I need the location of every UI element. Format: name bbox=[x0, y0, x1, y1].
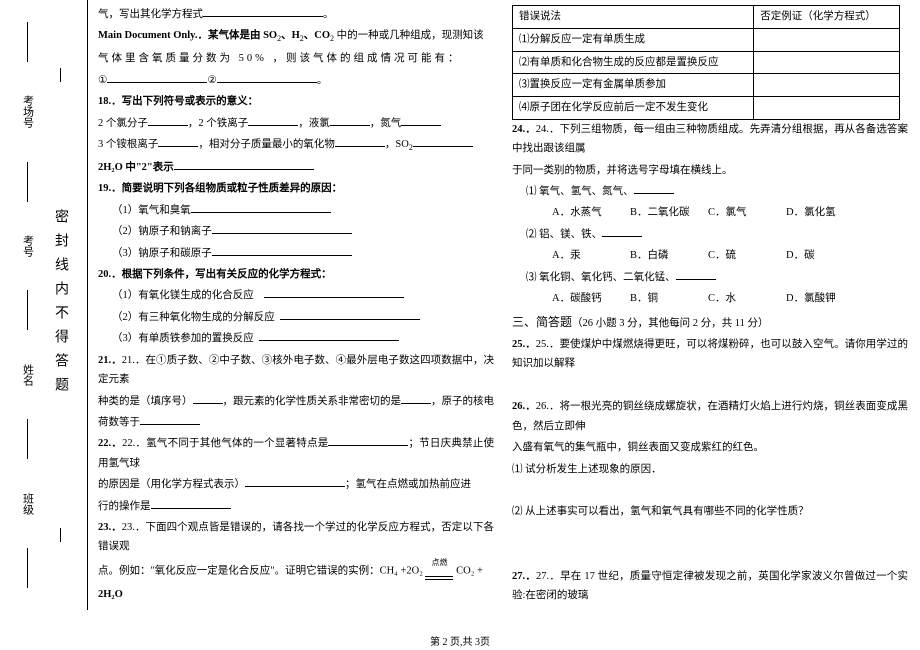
exam-content: 气，写出其化学方程式。 Main Document Only.．某气体是由 SO… bbox=[98, 5, 908, 615]
margin-line bbox=[27, 22, 28, 62]
tr4-c2 bbox=[754, 97, 900, 120]
q24-a: 24.．24.．下列三组物质，每一组由三种物质组成。先弄清分组根据，再从各备选答… bbox=[512, 120, 908, 159]
q26-a: 26.．26.．将一根光亮的铜丝绕成螺旋状，在酒精灯火焰上进行灼烧，铜丝表面变成… bbox=[512, 397, 908, 436]
q23-a: 23.．23.．下面四个观点皆是错误的，请各找一个学过的化学反应方程式，否定以下… bbox=[98, 518, 494, 557]
tr1-c1: ⑴分解反应一定有单质生成 bbox=[513, 28, 754, 51]
q24-g3-opts: A．碳酸钙B．铜C．水D．氯酸钾 bbox=[512, 289, 908, 308]
q22-b: 的原因是（用化学方程式表示）；氢气在点燃或加热前应进 bbox=[98, 475, 494, 494]
q26-2: ⑵ 从上述事实可以看出，氢气和氧气具有哪些不同的化学性质？ bbox=[512, 502, 908, 521]
q19-3: （3）钠原子和碳原子 bbox=[98, 244, 494, 263]
label-exam-room: 考场号 bbox=[20, 95, 36, 128]
q21-a: 21.．21.．在①质子数、②中子数、③核外电子数、④最外层电子数这四项数据中，… bbox=[98, 351, 494, 390]
th-wrong: 错误说法 bbox=[513, 6, 754, 29]
q20-stem: 20.．根据下列条件，写出有关反应的化学方程式： bbox=[98, 265, 494, 284]
label-class: 班级 bbox=[20, 493, 36, 515]
section-3-head: 三、简答题（26 小题 3 分，其他每问 2 分，共 11 分） bbox=[512, 311, 908, 333]
blank-line bbox=[512, 545, 908, 564]
q26-1: ⑴ 试分析发生上述现象的原因． bbox=[512, 460, 908, 479]
tr1-c2 bbox=[754, 28, 900, 51]
margin-line bbox=[27, 548, 28, 588]
text-line: 气体里含氧质量分数为 50% ，则该气体的组成情况可能有： bbox=[98, 49, 494, 68]
q22-a: 22.．22.．氢气不同于其他气体的一个显著特点是；节日庆典禁止使用氢气球 bbox=[98, 434, 494, 473]
q24-g1: ⑴ 氧气、氢气、氮气、 bbox=[512, 182, 908, 201]
q19-2: （2）钠原子和钠离子 bbox=[98, 222, 494, 241]
q24-g3: ⑶ 氧化铜、氧化钙、二氧化锰、 bbox=[512, 268, 908, 287]
text-line: 气，写出其化学方程式。 bbox=[98, 5, 494, 24]
tr3-c1: ⑶置换反应一定有金属单质参加 bbox=[513, 74, 754, 97]
tr4-c1: ⑷原子团在化学反应前后一定不发生变化 bbox=[513, 97, 754, 120]
q27-a: 27.．27.．早在 17 世纪，质量守恒定律被发现之前，英国化学家波义尔曾做过… bbox=[512, 567, 908, 606]
q24-g2-opts: A．汞B．白磷C．硫D．碳 bbox=[512, 246, 908, 265]
blank-line bbox=[512, 524, 908, 543]
q19-1: （1）氧气和臭氧 bbox=[98, 201, 494, 220]
q18-line-b: 3 个铵根离子，相对分子质量最小的氧化物，SO2 bbox=[98, 135, 494, 156]
q26-b: 入盛有氧气的集气瓶中，铜丝表面又变成紫红的红色。 bbox=[512, 438, 908, 457]
margin-line bbox=[27, 290, 28, 330]
q20-2: （2）有三种氧化物生成的分解反应 bbox=[98, 308, 494, 327]
q23-table: 错误说法否定例证（化学方程式） ⑴分解反应一定有单质生成 ⑵有单质和化合物生成的… bbox=[512, 5, 900, 120]
q23-d: 2H₂O bbox=[98, 585, 494, 604]
q18-line-c: 2H₂O 中"2"表示 bbox=[98, 158, 494, 177]
label-name: 姓名 bbox=[20, 364, 36, 386]
student-info-labels: 考场号 考号 姓名 班级 bbox=[10, 5, 45, 605]
blank-line bbox=[512, 481, 908, 500]
q18-stem: 18.．写出下列符号或表示的意义： bbox=[98, 92, 494, 111]
q20-1: （1）有氧化镁生成的化合反应 bbox=[98, 286, 494, 305]
seal-tick bbox=[60, 528, 61, 542]
q24-g1-opts: A．水蒸气B．二氧化碳C．氯气D．氯化氢 bbox=[512, 203, 908, 222]
q24-g2: ⑵ 铝、镁、铁、 bbox=[512, 225, 908, 244]
q20-3: （3）有单质铁参加的置换反应 bbox=[98, 329, 494, 348]
tr2-c2 bbox=[754, 51, 900, 74]
tr3-c2 bbox=[754, 74, 900, 97]
q21-b: 种类的是（填序号），跟元素的化学性质关系非常密切的是，原子的核电 bbox=[98, 392, 494, 411]
q24-b: 于同一类别的物质，并将选号字母填在横线上。 bbox=[512, 161, 908, 180]
q19-stem: 19.．简要说明下列各组物质或粒子性质差异的原因： bbox=[98, 179, 494, 198]
blank-line bbox=[512, 376, 908, 395]
margin-line bbox=[27, 162, 28, 202]
q25: 25.．25.．要使煤炉中煤燃烧得更旺，可以将煤粉碎，也可以鼓入空气。请你用学过… bbox=[512, 335, 908, 374]
seal-warning: 密封线内不得答题 bbox=[50, 209, 70, 401]
margin-line bbox=[27, 419, 28, 459]
q23-b: 点。例如："氧化反应一定是化合反应"。证明它错误的实例：CH₄ +2O₂ 点燃 … bbox=[98, 559, 494, 584]
q18-line-a: 2 个氯分子，2 个铁离子，液氯，氮气 bbox=[98, 114, 494, 133]
seal-tick bbox=[60, 68, 61, 82]
q22-c: 行的操作是 bbox=[98, 497, 494, 516]
text-line: ①②。 bbox=[98, 71, 494, 90]
margin-divider bbox=[87, 0, 88, 610]
th-proof: 否定例证（化学方程式） bbox=[754, 6, 900, 29]
seal-line-text: 密封线内不得答题 bbox=[45, 5, 75, 605]
q21-c: 荷数等于 bbox=[98, 413, 494, 432]
page-footer: 第 2 页,共 3页 bbox=[0, 633, 920, 648]
tr2-c1: ⑵有单质和化合物生成的反应都是置换反应 bbox=[513, 51, 754, 74]
text-line: Main Document Only.．某气体是由 SO2、H2、CO2 中的一… bbox=[98, 26, 494, 47]
label-exam-id: 考号 bbox=[20, 235, 36, 257]
binding-margin: 考场号 考号 姓名 班级 密封线内不得答题 bbox=[10, 5, 85, 605]
